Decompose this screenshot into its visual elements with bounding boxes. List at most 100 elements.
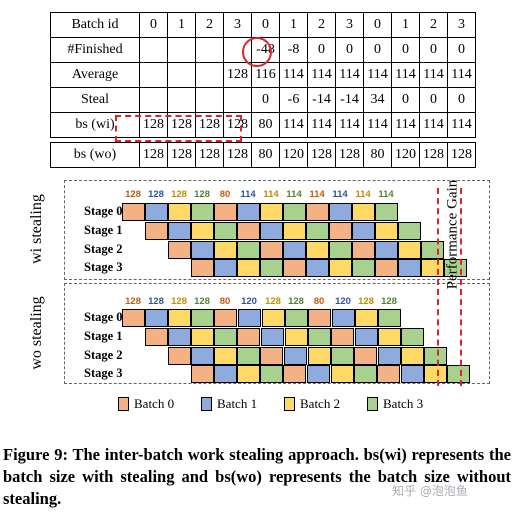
- row-label: bs (wo): [50, 142, 140, 168]
- batch-cell: [354, 347, 377, 365]
- table-cell: 0: [447, 87, 476, 113]
- batch-size-label: 114: [240, 189, 256, 200]
- batch-cell: [237, 222, 260, 240]
- batch-cell: [237, 259, 260, 277]
- batch-cell: [191, 241, 214, 259]
- batch-cell: [260, 203, 283, 221]
- stage-label: Stage 2: [84, 348, 123, 362]
- table-cell: [139, 62, 168, 88]
- batch-size-label: 128: [148, 189, 164, 200]
- batch-cell: [398, 222, 421, 240]
- batch-cell: [214, 347, 237, 365]
- performance-gain-label: Performance Gain: [444, 179, 461, 290]
- batch-cell: [122, 203, 145, 221]
- batch-cell: [283, 203, 306, 221]
- batch-cell: [145, 328, 168, 346]
- batch-cell: [284, 347, 307, 365]
- table-cell: -14: [307, 87, 336, 113]
- legend-swatch: [367, 397, 378, 411]
- stage-label: Stage 1: [84, 223, 123, 237]
- table-cell: 80: [251, 112, 280, 138]
- table-cell: 0: [363, 37, 392, 63]
- table-cell: 1: [391, 12, 420, 38]
- table-cell: 128: [335, 142, 364, 168]
- batch-cell: [308, 309, 331, 327]
- batch-cell: [375, 259, 398, 277]
- table-cell: 0: [139, 12, 168, 38]
- table-cell: 114: [335, 62, 364, 88]
- batch-cell: [168, 328, 191, 346]
- stage-label: Stage 0: [84, 204, 123, 218]
- batch-cell: [168, 203, 191, 221]
- gain-line-end: [460, 188, 462, 386]
- table-cell: 114: [363, 62, 392, 88]
- batch-cell: [191, 309, 214, 327]
- batch-cell: [352, 203, 375, 221]
- table-cell: 0: [419, 87, 448, 113]
- row-label: Steal: [50, 87, 140, 113]
- batch-cell: [191, 347, 214, 365]
- legend-label: Batch 3: [383, 396, 424, 411]
- batch-cell: [214, 365, 237, 383]
- batch-cell: [191, 365, 214, 383]
- batch-size-label: 128: [171, 189, 187, 200]
- table-cell: -8: [279, 37, 308, 63]
- table-cell: 128: [223, 142, 252, 168]
- batch-size-label: 114: [309, 189, 325, 200]
- stage-label: Stage 3: [84, 260, 123, 274]
- batch-cell: [261, 328, 284, 346]
- table-row: Batch id 0 1 2 3 0 1 2 3 0 1 2 3: [50, 12, 476, 38]
- table-cell: 128: [419, 142, 448, 168]
- table-cell: [195, 87, 224, 113]
- batch-cell: [237, 328, 260, 346]
- wo-stealing-label: wo stealing: [28, 296, 45, 370]
- table-cell: 128: [139, 142, 168, 168]
- table-cell: 114: [335, 112, 364, 138]
- batch-cell: [237, 241, 260, 259]
- batch-cell: [145, 309, 168, 327]
- batch-size-label: 120: [241, 296, 257, 307]
- table-cell: 3: [223, 12, 252, 38]
- table-cell: 2: [419, 12, 448, 38]
- batch-cell: [352, 222, 375, 240]
- table-row: Steal 0 -6 -14 -14 34 0 0 0: [50, 87, 476, 113]
- batch-cell: [329, 203, 352, 221]
- batch-cell: [307, 365, 330, 383]
- table-cell: [195, 62, 224, 88]
- stage-label: Stage 1: [84, 329, 123, 343]
- batch-cell: [375, 203, 398, 221]
- batch-cell: [214, 309, 237, 327]
- batch-size-label: 80: [219, 189, 231, 200]
- batch-cell: [306, 259, 329, 277]
- table-cell: 128: [195, 142, 224, 168]
- batch-cell: [398, 259, 421, 277]
- legend-swatch: [284, 397, 295, 411]
- batch-cell: [424, 347, 447, 365]
- batch-cell: [145, 203, 168, 221]
- batch-size-label: 128: [265, 296, 281, 307]
- batch-cell: [329, 241, 352, 259]
- wi-stealing-panel: [64, 180, 490, 280]
- table-cell: 2: [307, 12, 336, 38]
- table-cell: [167, 62, 196, 88]
- batch-cell: [401, 347, 424, 365]
- batch-cell: [283, 365, 306, 383]
- legend-swatch: [201, 397, 212, 411]
- table-cell: 116: [251, 62, 280, 88]
- table-cell: 80: [363, 142, 392, 168]
- batch-size-label: 114: [263, 189, 279, 200]
- batch-cell: [168, 222, 191, 240]
- batch-cell: [191, 203, 214, 221]
- batch-size-label: 128: [194, 296, 210, 307]
- batch-cell: [237, 365, 260, 383]
- batch-size-label: 114: [378, 189, 394, 200]
- table-cell: -6: [279, 87, 308, 113]
- table-cell: 128: [307, 142, 336, 168]
- batch-cell: [145, 222, 168, 240]
- table-cell: [223, 87, 252, 113]
- table-cell: 0: [391, 87, 420, 113]
- batch-cell: [214, 222, 237, 240]
- batch-size-label: 114: [332, 189, 348, 200]
- batch-cell: [122, 309, 145, 327]
